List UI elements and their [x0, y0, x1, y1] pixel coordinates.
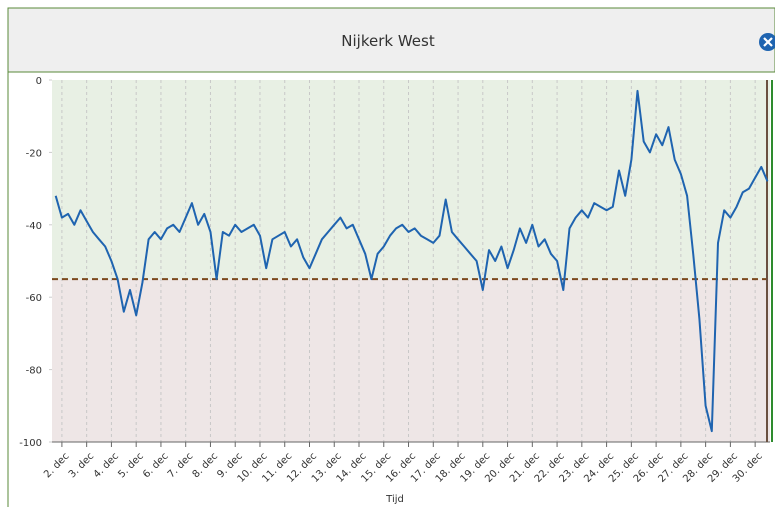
title-bar	[7, 7, 775, 73]
y-tick-label: -100	[19, 438, 42, 449]
y-tick-label: 0	[36, 76, 42, 87]
x-axis-label: Tijd	[385, 494, 404, 505]
close-button[interactable]	[759, 33, 775, 51]
y-tick-label: -20	[26, 148, 42, 159]
y-tick-label: -60	[26, 293, 42, 304]
region-above	[52, 80, 770, 280]
data-line	[54, 89, 769, 433]
region-below	[52, 279, 770, 442]
y-tick-label: -80	[26, 366, 42, 377]
chart-title: Nijkerk West	[341, 32, 435, 50]
y-tick-label: -40	[26, 221, 42, 232]
